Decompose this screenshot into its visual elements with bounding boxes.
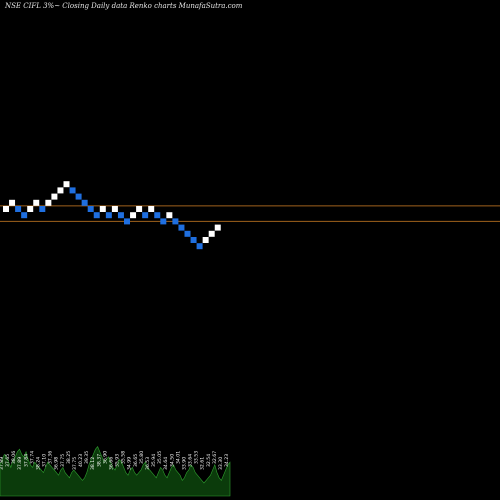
- volume-value-label: 34.23: [224, 454, 230, 467]
- renko-brick: [75, 193, 82, 200]
- volume-panel: [0, 446, 231, 497]
- renko-brick: [33, 199, 40, 206]
- volume-value-label: 39.35: [84, 451, 90, 464]
- renko-brick: [81, 199, 88, 206]
- renko-brick: [208, 230, 215, 237]
- renko-brick: [87, 206, 94, 212]
- volume-value-label: 34.50: [169, 454, 175, 467]
- volume-value-label: 36.66: [108, 457, 114, 470]
- renko-brick: [63, 181, 70, 188]
- volume-value-label: 37.65: [5, 454, 11, 467]
- volume-value-label: 38.25: [66, 451, 72, 464]
- renko-brick: [57, 187, 64, 194]
- volume-value-label: 38.37: [96, 454, 102, 467]
- renko-brick: [69, 187, 76, 194]
- volume-value-label: 40.23: [78, 454, 84, 467]
- volume-value-label: 36.98: [54, 457, 60, 470]
- volume-value-label: 33.30: [218, 457, 224, 470]
- volume-value-label: 32.61: [200, 457, 206, 470]
- renko-brick: [142, 212, 149, 219]
- renko-brick: [166, 212, 173, 219]
- volume-value-label: 33.90: [181, 457, 187, 470]
- renko-brick: [160, 218, 167, 225]
- volume-value-label: 35.80: [139, 451, 145, 464]
- renko-brick: [184, 230, 191, 237]
- volume-labels: 37.89 37.65 38.06 37.89 37.84 37.74 38.24 37.10…: [0, 451, 230, 470]
- volume-value-label: 32.54: [206, 454, 212, 467]
- renko-brick: [196, 243, 203, 250]
- volume-value-label: 35.93: [115, 454, 121, 467]
- volume-value-label: 37.36: [48, 451, 54, 464]
- renko-brick: [105, 212, 112, 219]
- renko-brick: [27, 206, 34, 212]
- renko-brick: [190, 237, 197, 243]
- renko-brick: [136, 206, 143, 212]
- volume-value-label: 34.99: [127, 457, 133, 470]
- renko-brick: [45, 199, 52, 206]
- volume-value-label: 37.75: [60, 454, 66, 467]
- volume-value-label: 33.53: [194, 451, 200, 464]
- volume-value-label: 37.89: [17, 457, 23, 470]
- renko-brick: [3, 206, 9, 212]
- volume-value-label: 36.90: [102, 451, 108, 464]
- volume-value-label: 36.53: [145, 457, 151, 470]
- renko-brick: [51, 193, 58, 200]
- renko-brick: [214, 224, 221, 231]
- renko-brick: [93, 212, 100, 219]
- renko-brick: [154, 212, 161, 219]
- renko-bricks: [3, 181, 221, 250]
- renko-brick: [117, 212, 124, 219]
- volume-value-label: 34.64: [163, 457, 169, 470]
- renko-brick: [148, 206, 155, 212]
- volume-value-label: 35.58: [121, 451, 127, 464]
- volume-value-label: 34.01: [175, 451, 181, 464]
- volume-value-label: 37.74: [29, 451, 35, 464]
- renko-brick: [178, 224, 185, 231]
- renko-brick: [130, 212, 137, 219]
- chart-title: NSE CIFL 3%~ Closing Daily data Renko ch…: [4, 2, 243, 10]
- volume-value-label: 33.64: [188, 454, 194, 467]
- renko-brick: [99, 206, 106, 212]
- renko-brick: [111, 206, 118, 212]
- volume-value-label: 36.65: [133, 454, 139, 467]
- renko-brick: [15, 206, 22, 212]
- volume-value-label: 37.89: [0, 457, 5, 470]
- volume-value-label: 37.10: [42, 454, 48, 467]
- renko-brick: [202, 237, 209, 243]
- volume-value-label: 35.05: [157, 451, 163, 464]
- renko-brick: [172, 218, 179, 225]
- volume-value-label: 38.12: [90, 457, 96, 470]
- volume-value-label: 32.67: [212, 451, 218, 464]
- volume-area: [0, 446, 231, 497]
- volume-value-label: 37.84: [23, 454, 29, 467]
- volume-value-label: 37.75: [72, 457, 78, 470]
- volume-value-label: 38.06: [11, 451, 17, 464]
- renko-brick: [124, 218, 130, 225]
- reference-lines: [0, 205, 500, 222]
- renko-brick: [9, 199, 16, 206]
- volume-value-label: 35.94: [151, 454, 157, 467]
- renko-brick: [39, 206, 46, 212]
- renko-brick: [21, 212, 28, 219]
- volume-value-label: 38.24: [35, 457, 41, 470]
